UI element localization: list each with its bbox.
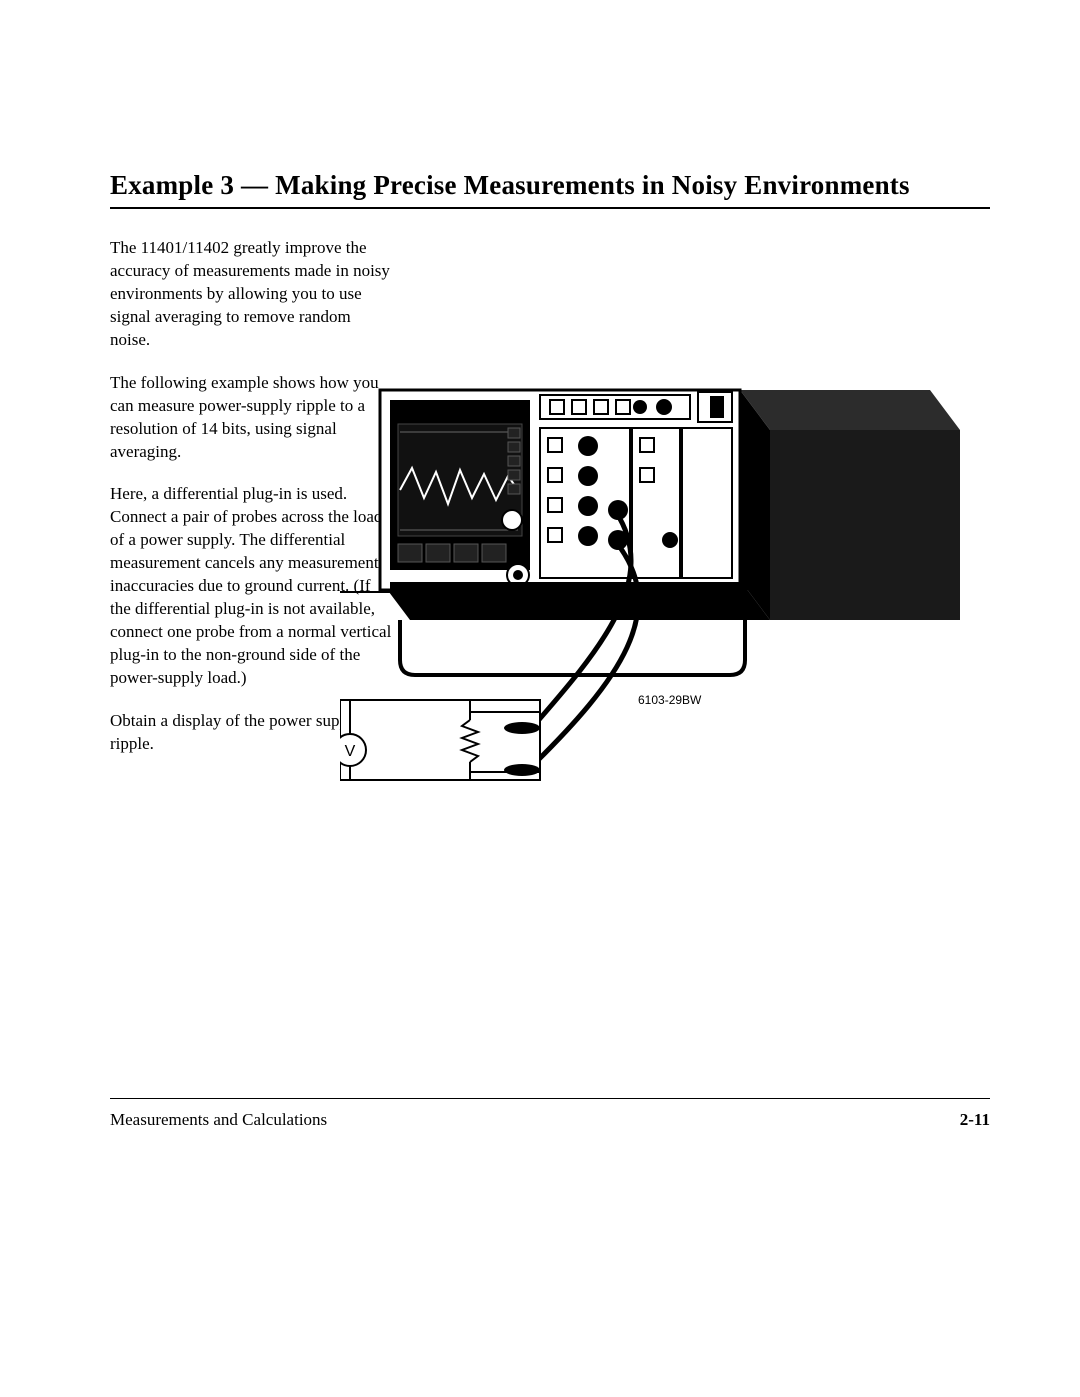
page: Example 3 — Making Precise Measurements … (0, 0, 1080, 1397)
figure-caption: 6103-29BW (638, 693, 701, 707)
footer-section: Measurements and Calculations (110, 1110, 327, 1130)
paragraph-1: The 11401/11402 greatly improve the accu… (110, 237, 395, 352)
oscilloscope-svg: V (340, 380, 980, 800)
figure-oscilloscope: V (340, 380, 980, 800)
voltage-symbol: V (345, 743, 356, 760)
page-heading: Example 3 — Making Precise Measurements … (110, 170, 990, 201)
page-footer: Measurements and Calculations 2-11 (110, 1110, 990, 1130)
footer-rule (110, 1098, 990, 1099)
circuit-diagram: V (340, 700, 540, 780)
page-number: 2-11 (960, 1110, 990, 1130)
heading-rule (110, 207, 990, 209)
